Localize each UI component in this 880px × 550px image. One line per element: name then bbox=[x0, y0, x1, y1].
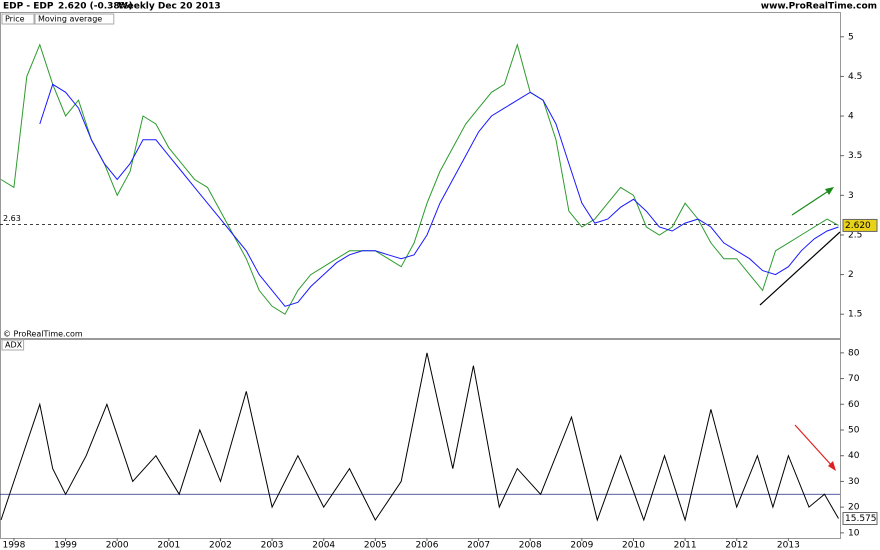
y-tick-label: 30 bbox=[848, 477, 860, 487]
y-tick-label: 4.5 bbox=[848, 72, 862, 82]
x-tick-label: 2000 bbox=[106, 541, 129, 550]
x-tick-label: 1999 bbox=[54, 541, 77, 550]
x-tick-label: 2013 bbox=[777, 541, 800, 550]
x-tick-label: 2011 bbox=[674, 541, 697, 550]
y-tick-label: 2.5 bbox=[848, 230, 862, 240]
legend-label: ADX bbox=[5, 341, 23, 350]
legend-label: Moving average bbox=[38, 15, 102, 24]
x-tick-label: 2002 bbox=[209, 541, 232, 550]
series-line bbox=[0, 42, 839, 315]
up-arrow-head bbox=[825, 187, 834, 195]
last-value-box bbox=[842, 512, 878, 526]
series-line bbox=[0, 352, 839, 522]
x-tick-label: 1998 bbox=[2, 541, 25, 550]
y-tick-label: 1.5 bbox=[848, 310, 862, 320]
last-value-label: 2.620 bbox=[845, 221, 871, 231]
legend-box bbox=[1, 339, 25, 351]
period: Weekly Dec 20 2013 bbox=[118, 2, 221, 12]
down-arrow-head bbox=[828, 461, 836, 471]
legend-label: Price bbox=[5, 15, 25, 24]
series-line bbox=[39, 83, 839, 307]
y-tick-label: 50 bbox=[848, 426, 860, 436]
trend-line bbox=[759, 231, 841, 306]
y-tick-label: 20 bbox=[848, 503, 860, 513]
y-tick-label: 3 bbox=[848, 191, 854, 201]
y-tick-label: 4 bbox=[848, 112, 854, 122]
price-panel bbox=[0, 12, 841, 339]
reference-label: 2.63 bbox=[3, 214, 21, 223]
x-tick-label: 2008 bbox=[519, 541, 542, 550]
x-tick-label: 2012 bbox=[725, 541, 748, 550]
y-tick-label: 2 bbox=[848, 270, 854, 280]
y-tick-label: 5 bbox=[848, 32, 854, 42]
last-value-label: 15.575 bbox=[845, 514, 877, 524]
symbol: EDP - EDP bbox=[3, 2, 54, 12]
x-tick-label: 2003 bbox=[261, 541, 284, 550]
copyright: © ProRealTime.com bbox=[3, 330, 83, 339]
down-arrow bbox=[794, 424, 834, 468]
y-tick-label: 10 bbox=[848, 528, 860, 538]
x-tick-label: 2005 bbox=[364, 541, 387, 550]
x-tick-label: 2001 bbox=[157, 541, 180, 550]
y-tick-label: 70 bbox=[848, 374, 860, 384]
last-value-box bbox=[842, 218, 878, 232]
site: www.ProRealTime.com bbox=[761, 2, 877, 12]
x-tick-label: 2007 bbox=[467, 541, 490, 550]
legend-box bbox=[34, 13, 115, 25]
x-tick-label: 2010 bbox=[622, 541, 645, 550]
up-arrow bbox=[791, 189, 831, 216]
legend-box bbox=[1, 13, 35, 25]
y-tick-label: 80 bbox=[848, 348, 860, 358]
y-tick-label: 60 bbox=[848, 400, 860, 410]
y-tick-label: 40 bbox=[848, 451, 860, 461]
adx-panel bbox=[0, 339, 841, 539]
quote: 2.620 (-0.38%) bbox=[58, 2, 133, 12]
x-tick-label: 2009 bbox=[570, 541, 593, 550]
x-tick-label: 2004 bbox=[312, 541, 335, 550]
x-tick-label: 2006 bbox=[416, 541, 439, 550]
y-tick-label: 3.5 bbox=[848, 151, 862, 161]
